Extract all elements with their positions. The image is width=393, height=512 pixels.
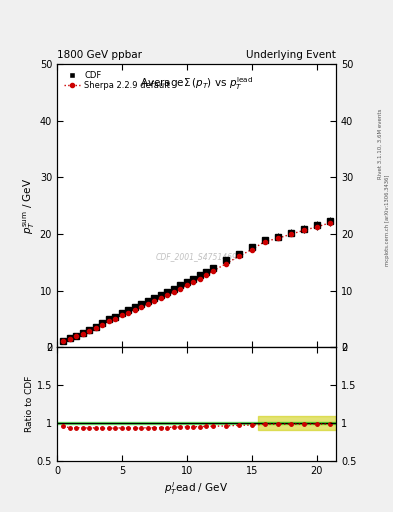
- Text: mcplots.cern.ch [arXiv:1306.3436]: mcplots.cern.ch [arXiv:1306.3436]: [385, 175, 389, 266]
- Y-axis label: Ratio to CDF: Ratio to CDF: [25, 376, 34, 432]
- Text: Average$\Sigma\,(p_T)$ vs $p_T^{\mathsf{lead}}$: Average$\Sigma\,(p_T)$ vs $p_T^{\mathsf{…: [140, 75, 253, 92]
- X-axis label: $p_T^l\mathsf{ead}$ / GeV: $p_T^l\mathsf{ead}$ / GeV: [164, 480, 229, 497]
- Legend: CDF, Sherpa 2.2.9 default: CDF, Sherpa 2.2.9 default: [61, 68, 173, 93]
- Text: CDF_2001_S4751469: CDF_2001_S4751469: [156, 252, 237, 261]
- Text: 1800 GeV ppbar: 1800 GeV ppbar: [57, 50, 142, 60]
- Text: Underlying Event: Underlying Event: [246, 50, 336, 60]
- Text: Rivet 3.1.10, 3.6M events: Rivet 3.1.10, 3.6M events: [378, 108, 383, 179]
- Y-axis label: $p_T^{\mathsf{sum}}$ / GeV: $p_T^{\mathsf{sum}}$ / GeV: [22, 178, 37, 234]
